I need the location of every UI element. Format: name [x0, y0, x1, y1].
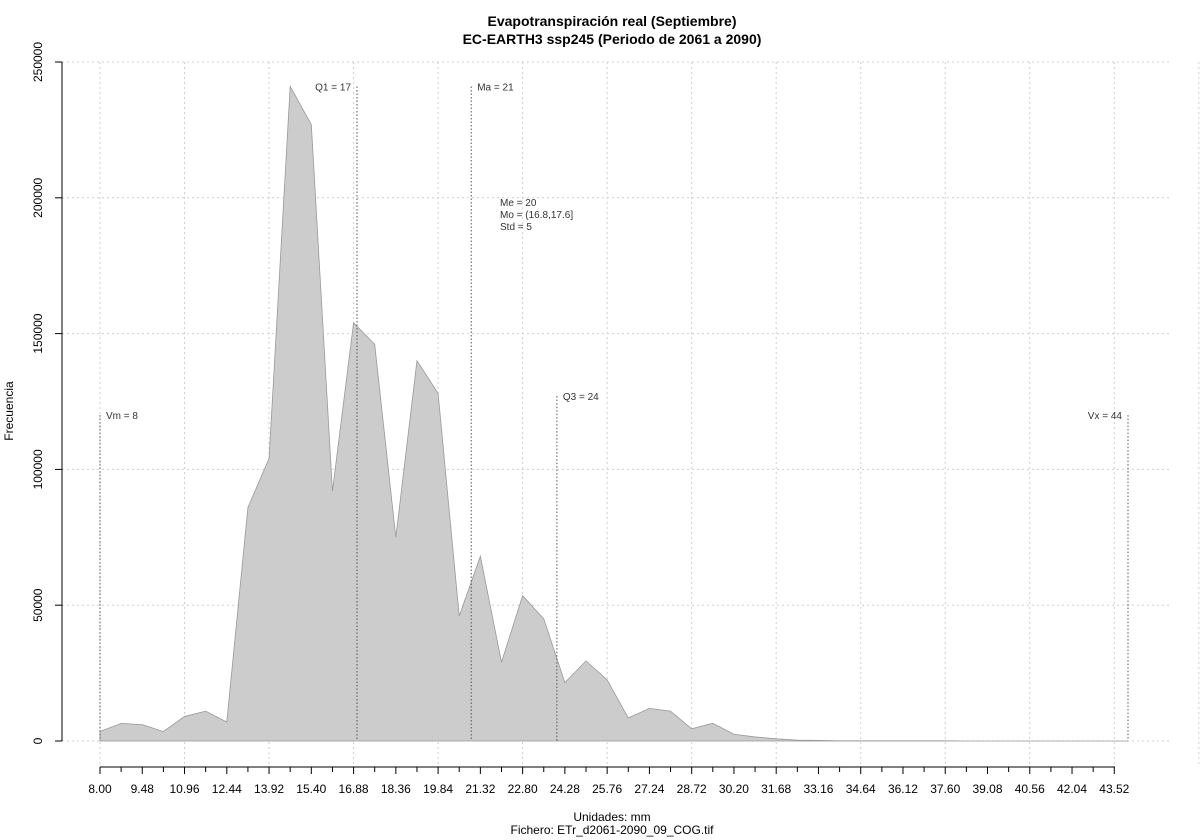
- stats-median: Me = 20: [500, 198, 537, 209]
- y-tick-label: 250000: [31, 42, 45, 82]
- x-tick-label: 37.60: [930, 782, 960, 796]
- marker-label: Q1 = 17: [315, 82, 351, 93]
- x-tick-label: 9.48: [131, 782, 155, 796]
- statistic-markers: Vm = 8 Q1 = 17 Ma = 21 Q3 = 24 Vx = 44: [99, 82, 1129, 741]
- marker-label: Q3 = 24: [563, 392, 599, 403]
- marker-label: Vm = 8: [106, 411, 138, 422]
- y-tick-label: 200000: [31, 177, 45, 217]
- chart-title: Evapotranspiración real (Septiembre): [488, 13, 737, 29]
- x-tick-label: 40.56: [1015, 782, 1045, 796]
- marker-label: Ma = 21: [477, 82, 514, 93]
- chart-subtitle: EC-EARTH3 ssp245 (Periodo de 2061 a 2090…: [463, 31, 762, 47]
- x-tick-label: 33.16: [803, 782, 833, 796]
- x-tick-label: 34.64: [846, 782, 876, 796]
- frequency-area-path: [99, 85, 1128, 742]
- x-tick-label: 36.12: [888, 782, 918, 796]
- x-tick-label: 28.72: [677, 782, 707, 796]
- x-axis: 8.00 9.48 10.96 12.44 13.92 15.40 16.88 18.36 19…: [88, 766, 1130, 796]
- x-tick-label: 10.96: [170, 782, 200, 796]
- x-tick-label: 15.40: [296, 782, 326, 796]
- y-tick-label: 150000: [31, 313, 45, 353]
- y-axis-label: Frecuencia: [2, 381, 16, 441]
- y-tick-label: 0: [31, 737, 45, 744]
- x-tick-label: 42.04: [1057, 782, 1087, 796]
- x-tick-label: 24.28: [550, 782, 580, 796]
- x-tick-label: 43.52: [1099, 782, 1129, 796]
- x-tick-label: 19.84: [423, 782, 453, 796]
- y-tick-label: 100000: [31, 449, 45, 489]
- x-tick-label: 8.00: [88, 782, 112, 796]
- x-tick-label: 30.20: [719, 782, 749, 796]
- stats-std: Std = 5: [500, 222, 532, 233]
- marker-label: Vx = 44: [1088, 411, 1123, 422]
- y-axis: 0 50000 100000 150000 200000 250000: [31, 42, 63, 744]
- x-tick-label: 22.80: [508, 782, 538, 796]
- x-tick-label: 12.44: [212, 782, 242, 796]
- x-tick-label: 27.24: [634, 782, 664, 796]
- x-tick-label: 39.08: [972, 782, 1002, 796]
- x-tick-label: 31.68: [761, 782, 791, 796]
- x-tick-label: 18.36: [381, 782, 411, 796]
- stats-mode: Mo = (16.8,17.6]: [500, 210, 573, 221]
- file-caption: Fichero: ETr_d2061-2090_09_COG.tif: [511, 823, 715, 837]
- x-axis-label: Unidades: mm: [573, 810, 650, 824]
- x-tick-label: 25.76: [592, 782, 622, 796]
- y-tick-label: 50000: [31, 588, 45, 622]
- x-tick-label: 21.32: [465, 782, 495, 796]
- frequency-area: [99, 85, 1128, 742]
- x-tick-label: 13.92: [254, 782, 284, 796]
- x-tick-label: 16.88: [339, 782, 369, 796]
- stats-block: Me = 20 Mo = (16.8,17.6] Std = 5: [500, 198, 573, 233]
